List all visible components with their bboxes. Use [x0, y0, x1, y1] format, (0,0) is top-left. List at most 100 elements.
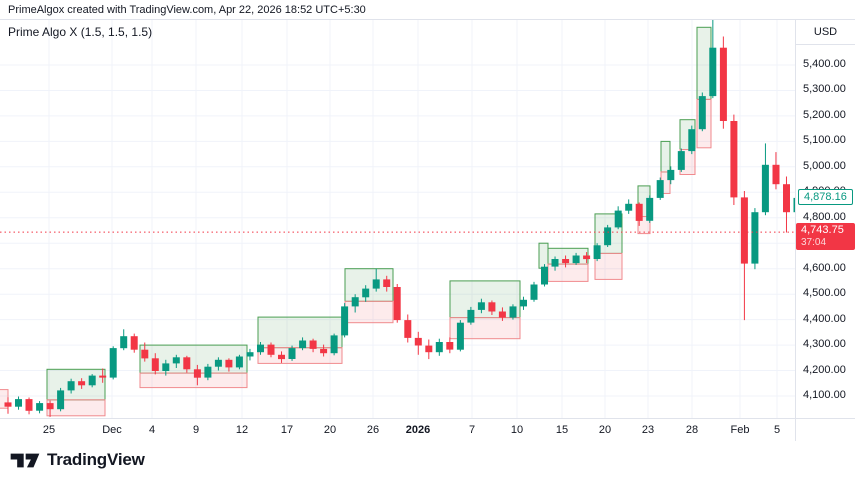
currency-label: USD [796, 20, 855, 45]
candle-down [4, 402, 12, 407]
price-tick-label: 4,200.00 [803, 363, 846, 376]
time-tick-label: 17 [280, 424, 294, 436]
candle-down [740, 197, 748, 264]
time-tick-label: 2026 [405, 424, 431, 436]
candle-down [78, 381, 86, 386]
candle-down [309, 340, 317, 349]
candle-up [751, 212, 759, 264]
candle-down [783, 184, 790, 213]
candle-down [498, 311, 506, 318]
candle-up [299, 340, 307, 349]
candle-up [351, 297, 359, 307]
candle-up [709, 47, 717, 97]
candle-up [656, 180, 664, 198]
candle-up [67, 381, 75, 391]
candle-up [667, 169, 675, 181]
demand-zone-green [449, 280, 521, 319]
price-tick-label: 4,800.00 [803, 210, 846, 223]
candle-down [425, 345, 433, 353]
supply-demand-zones [0, 26, 712, 417]
candle-up [214, 359, 222, 367]
candle-down [562, 259, 570, 264]
candle-down [446, 342, 454, 350]
supply-zone-red [547, 263, 589, 282]
price-tick-label: 5,400.00 [803, 58, 846, 70]
candle-down [183, 357, 191, 370]
candle-up [57, 390, 65, 410]
candle-up [530, 284, 538, 300]
price-axis[interactable]: USD 5,400.00 5,300.00 5,200.00 5,100.00 5,00… [796, 20, 855, 418]
candle-down [404, 320, 412, 338]
candle-down [635, 203, 643, 221]
candle-down [151, 358, 159, 371]
candle-up [509, 306, 517, 318]
candle-up [172, 357, 180, 364]
top-bar: PrimeAlgox created with TradingView.com,… [0, 0, 855, 19]
candle-up [246, 352, 254, 357]
candle-up [625, 203, 633, 211]
candle-down [772, 164, 780, 185]
time-tick-label: 10 [510, 424, 524, 436]
price-axis-separator [795, 20, 796, 441]
time-tick-label: 20 [598, 424, 612, 436]
time-tick-label: Dec [102, 424, 122, 436]
candle-up [88, 375, 96, 386]
indicator-legend[interactable]: Prime Algo X (1.5, 1.5, 1.5) [8, 25, 153, 39]
candle-up [698, 96, 706, 130]
time-tick-label: 9 [192, 424, 200, 436]
candle-up [677, 151, 685, 170]
candle-up [341, 306, 349, 336]
time-tick-label: 20 [323, 424, 337, 436]
candle-up [646, 197, 654, 221]
time-tick-label: 28 [685, 424, 699, 436]
candle-down [719, 47, 727, 122]
candle-down [320, 348, 328, 354]
price-tick-label: 4,500.00 [803, 287, 846, 300]
price-tick-label: 5,100.00 [803, 134, 846, 147]
candle-down [193, 369, 201, 378]
candle-up [362, 288, 370, 298]
creation-note-text: PrimeAlgox created with TradingView.com,… [8, 4, 366, 16]
candle-up [572, 255, 580, 264]
time-tick-label: Feb [730, 424, 750, 436]
time-axis-separator [0, 418, 855, 419]
candle-down [488, 302, 496, 312]
grid-lines [0, 20, 795, 418]
demand-zone-green [696, 26, 712, 100]
candle-up [688, 129, 696, 152]
time-axis[interactable]: 25 Dec 4 9 12 17 20 26 2026 7 10 15 20 23 28 Feb 5 [0, 419, 795, 441]
candle-up [761, 164, 769, 213]
candle-down [46, 403, 54, 410]
candle-up [330, 335, 338, 354]
candle-up [109, 348, 117, 378]
candle-up [456, 322, 464, 350]
candle-down [393, 287, 401, 321]
supply-zone-red [139, 372, 248, 389]
candle-down [99, 375, 107, 378]
candle-up [477, 302, 485, 310]
demand-zone-green [538, 242, 549, 269]
candle-up [467, 309, 475, 323]
tradingview-brand-text: TradingView [47, 450, 145, 469]
indicator-price-label: 4,878.16 [798, 188, 853, 205]
candle-up [541, 266, 548, 285]
supply-zone-red [46, 399, 106, 417]
candle-down [278, 354, 285, 360]
candle-up [520, 299, 527, 307]
candles [4, 20, 795, 417]
tradingview-attribution[interactable]: TradingView [10, 448, 145, 472]
candle-up [551, 259, 559, 267]
price-tick-label: 4,600.00 [803, 261, 846, 274]
candle-up [15, 399, 22, 407]
candle-up [204, 366, 212, 378]
candle-up [162, 363, 170, 371]
time-tick-label: 12 [235, 424, 249, 436]
price-tick-label: 5,300.00 [803, 83, 846, 96]
candle-down [267, 344, 275, 355]
candle-down [225, 359, 233, 368]
time-tick-label: 15 [555, 424, 569, 436]
candle-up [288, 348, 296, 359]
candle-up [593, 245, 601, 259]
